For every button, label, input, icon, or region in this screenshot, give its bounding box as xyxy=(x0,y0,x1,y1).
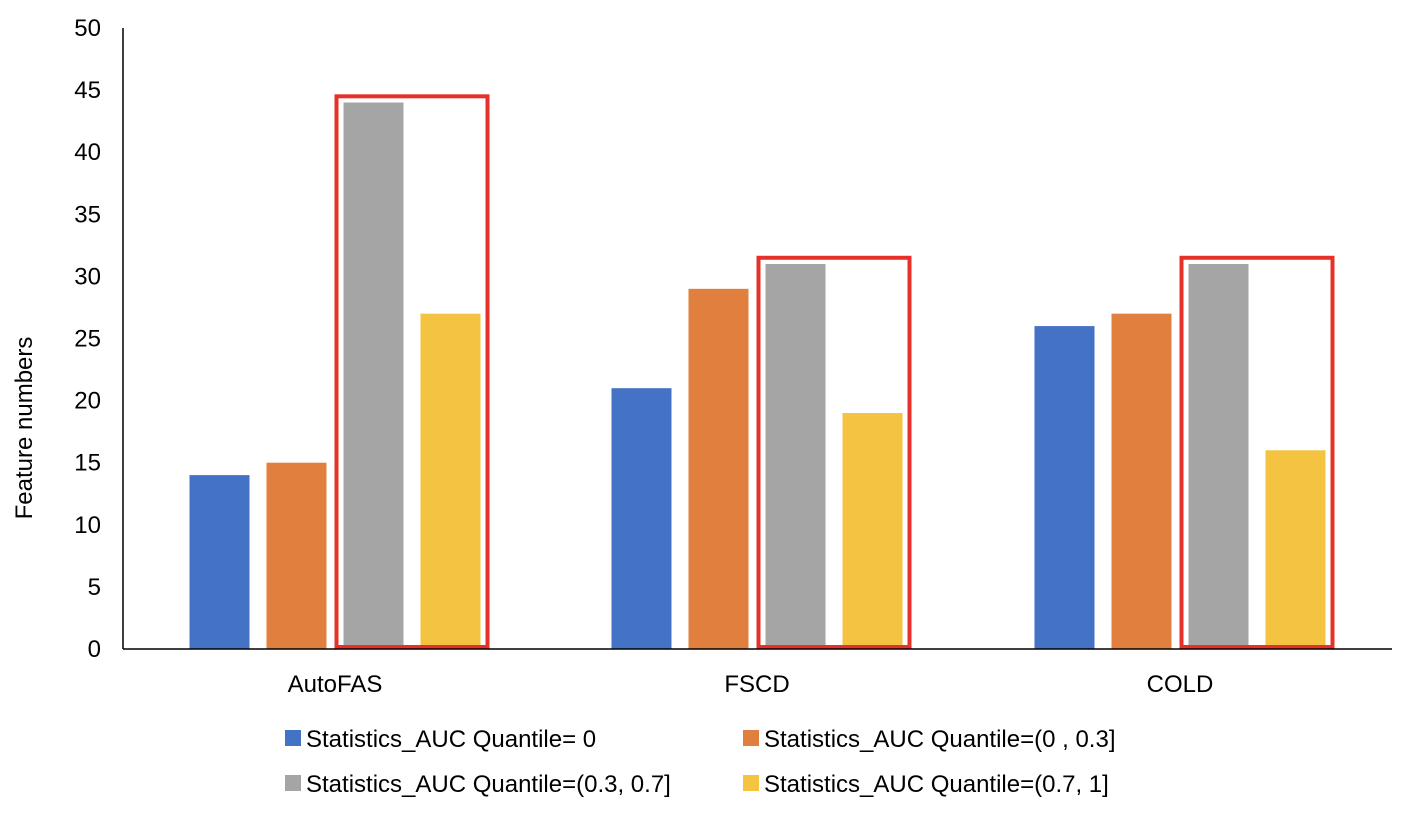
bar-autofas-series-4 xyxy=(420,313,481,649)
x-category-label: AutoFAS xyxy=(288,671,383,698)
bar-autofas-series-1 xyxy=(189,475,250,649)
bar-cold-series-1 xyxy=(1034,326,1095,649)
legend-swatch xyxy=(285,775,301,791)
y-tick-label: 30 xyxy=(74,263,101,290)
y-tick-label: 35 xyxy=(74,201,101,228)
bars xyxy=(189,102,1326,649)
category-labels: AutoFAS FSCD COLD xyxy=(288,671,1214,698)
bar-cold-series-2 xyxy=(1111,313,1172,649)
y-tick-label: 0 xyxy=(88,636,101,663)
legend-label: Statistics_AUC Quantile= 0 xyxy=(306,726,596,753)
highlight-boxes xyxy=(334,94,1335,649)
y-tick-label: 15 xyxy=(74,450,101,477)
legend-swatch xyxy=(743,730,759,746)
y-axis-ticks: 0 5 10 15 20 25 30 35 40 45 50 xyxy=(74,15,101,663)
x-category-label: COLD xyxy=(1147,671,1214,698)
bar-fscd-series-3 xyxy=(765,263,826,649)
bar-fscd-series-2 xyxy=(688,288,749,649)
bar-cold-series-3 xyxy=(1188,263,1249,649)
highlight-box-cold xyxy=(1179,255,1335,649)
bar-fscd-series-4 xyxy=(842,413,903,649)
legend: Statistics_AUC Quantile= 0 Statistics_AUC… xyxy=(285,726,1116,798)
y-axis-title: Feature numbers xyxy=(11,337,38,520)
bar-fscd-series-1 xyxy=(611,388,672,649)
y-tick-label: 40 xyxy=(74,139,101,166)
y-tick-label: 25 xyxy=(74,326,101,353)
y-tick-label: 45 xyxy=(74,77,101,104)
highlight-box-autofas xyxy=(334,94,490,649)
highlight-box-fscd xyxy=(756,255,912,649)
bar-autofas-series-2 xyxy=(266,462,327,649)
legend-swatch xyxy=(743,775,759,791)
legend-label: Statistics_AUC Quantile=(0.7, 1] xyxy=(764,771,1109,798)
y-tick-label: 50 xyxy=(74,15,101,42)
y-tick-label: 5 xyxy=(88,574,101,601)
bar-autofas-series-3 xyxy=(343,102,404,649)
legend-label: Statistics_AUC Quantile=(0.3, 0.7] xyxy=(306,771,671,798)
y-tick-label: 10 xyxy=(74,512,101,539)
y-tick-label: 20 xyxy=(74,388,101,415)
legend-label: Statistics_AUC Quantile=(0 , 0.3] xyxy=(764,726,1116,753)
x-category-label: FSCD xyxy=(724,671,789,698)
legend-swatch xyxy=(285,730,301,746)
bar-cold-series-4 xyxy=(1265,450,1326,649)
